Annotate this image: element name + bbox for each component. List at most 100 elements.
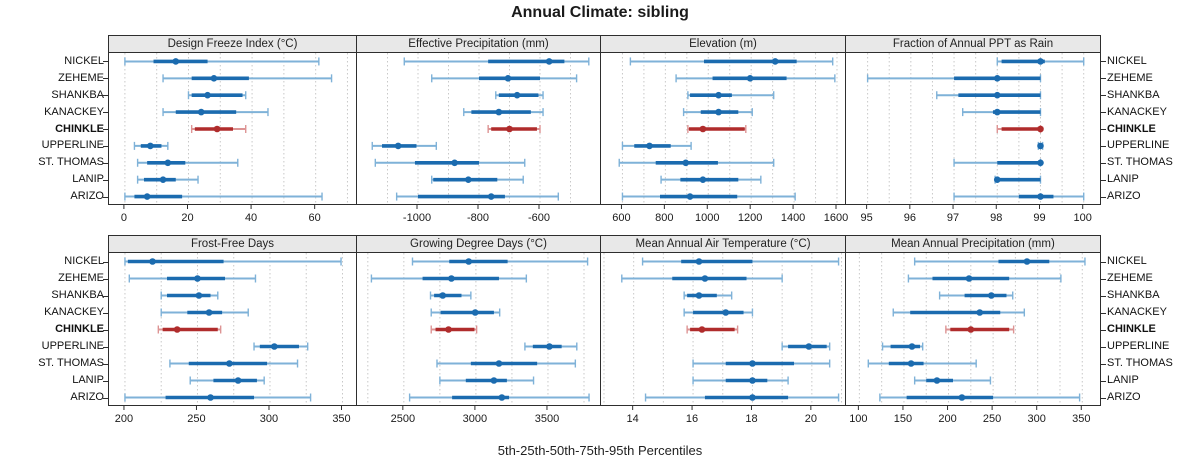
axis-tick-label-growing-degree-days: 3500 (535, 413, 559, 425)
axis-design-freeze-index: 0 20 40 60 (121, 205, 321, 224)
panel-title-mean-annual-air-temperature: Mean Annual Air Temperature (°C) (600, 235, 846, 253)
bar-effective-precipitation-shankba (495, 91, 544, 100)
axis-tick-label-growing-degree-days: 3000 (463, 413, 487, 425)
axis-tick-label-elevation: 1600 (824, 212, 848, 224)
axis-tick-label-mean-annual-air-temperature: 18 (745, 413, 757, 425)
bar-design-freeze-index-nickel (124, 57, 320, 66)
bar-mean-annual-precipitation-nickel (913, 257, 1086, 266)
site-axis-tick (1101, 61, 1106, 63)
site-axis-tick (103, 162, 108, 164)
bar-frost-free-days-kanackey (160, 308, 249, 317)
panel-title-effective-precipitation: Effective Precipitation (mm) (356, 35, 601, 53)
axis-tick-label-elevation: 1200 (738, 212, 762, 224)
bar-frost-free-days-lanip (189, 376, 265, 385)
site-axis-tick (1101, 312, 1106, 314)
axis-tick-label-fraction-ppt-rain: 95 (860, 212, 872, 224)
axis-tick-label-fraction-ppt-rain: 99 (1033, 212, 1045, 224)
site-label-right-chinkle: CHINKLE (1107, 122, 1156, 135)
bar-effective-precipitation-chinkle (487, 125, 541, 133)
axis-growing-degree-days: 2500 3000 3500 (391, 406, 559, 425)
bar-mean-annual-air-temperature-lanip (692, 376, 789, 385)
bar-mean-annual-air-temperature-arizo (644, 393, 840, 402)
bar-fraction-ppt-rain-arizo (953, 192, 1085, 201)
panel-frost-free-days (108, 252, 357, 406)
axis-effective-precipitation: -1000 -800 -600 (403, 205, 550, 224)
site-axis-tick (103, 278, 108, 280)
bar-elevation-arizo (621, 192, 796, 201)
bar-growing-degree-days-chinkle (430, 325, 478, 334)
site-axis-tick (1101, 329, 1106, 331)
panel-title-mean-annual-precipitation: Mean Annual Precipitation (mm) (845, 235, 1101, 253)
bar-mean-annual-precipitation-zeheme (907, 274, 1062, 283)
axis-frost-free-days: 200 250 300 350 (115, 406, 351, 425)
axis-tick-label-growing-degree-days: 2500 (391, 413, 415, 425)
site-label-right-lanip: LANIP (1107, 374, 1139, 386)
site-axis-tick (103, 145, 108, 147)
bar-growing-degree-days-lanip (439, 376, 535, 385)
site-label-left-upperline: UPPERLINE (41, 340, 104, 352)
panel-growing-degree-days (356, 252, 601, 406)
axis-tick-label-mean-annual-precipitation: 150 (894, 413, 912, 425)
axis-tick-label-design-freeze-index: 20 (181, 212, 193, 224)
axis-elevation: 600 800 1000 1200 1400 1600 (612, 205, 848, 224)
site-axis-tick (1101, 295, 1106, 297)
bar-elevation-zeheme (675, 74, 836, 83)
panel-plot-fraction-ppt-rain (866, 53, 1085, 204)
bar-effective-precipitation-upperline (371, 141, 438, 150)
site-axis-tick (103, 346, 108, 348)
site-axis-tick (103, 397, 108, 399)
axis-tick-label-elevation: 1400 (781, 212, 805, 224)
axis-tick-label-mean-annual-air-temperature: 14 (627, 413, 639, 425)
site-label-left-shankba: SHANKBA (51, 88, 104, 101)
axis-tick-label-mean-annual-air-temperature: 16 (686, 413, 698, 425)
bar-mean-annual-precipitation-kanackey (892, 308, 1026, 317)
panel-plot-elevation (618, 53, 838, 204)
bar-elevation-lanip (660, 175, 762, 184)
bar-mean-annual-air-temperature-nickel (641, 257, 840, 266)
chart-title: Annual Climate: sibling (511, 4, 689, 21)
axis-tick-label-frost-free-days: 350 (332, 413, 350, 425)
axis-tick-label-elevation: 600 (612, 212, 630, 224)
site-label-right-zeheme: ZEHEME (1107, 272, 1153, 284)
site-axis-tick (1101, 196, 1106, 198)
bar-fraction-ppt-rain-lanip (993, 175, 1042, 184)
bar-effective-precipitation-lanip (431, 175, 524, 184)
site-label-left-shankba: SHANKBA (51, 289, 104, 301)
site-axis-tick (1101, 145, 1106, 147)
site-label-right-kanackey: KANACKEY (1107, 306, 1167, 318)
panel-mean-annual-precipitation (845, 252, 1101, 406)
bar-frost-free-days-zeheme (128, 274, 257, 283)
axis-tick-label-effective-precipitation: -600 (528, 212, 550, 224)
panel-elevation (600, 52, 846, 205)
bar-effective-precipitation-zeheme (431, 74, 578, 83)
panel-plot-design-freeze-index (124, 53, 348, 204)
axis-tick-label-design-freeze-index: 60 (309, 212, 321, 224)
site-axis-tick (1101, 179, 1106, 181)
bar-mean-annual-air-temperature-zeheme (621, 274, 783, 283)
bar-growing-degree-days-zeheme (370, 274, 528, 283)
site-axis-tick (1101, 380, 1106, 382)
site-axis-tick (103, 112, 108, 114)
site-label-left-zeheme: ZEHEME (58, 272, 104, 284)
panel-plot-mean-annual-precipitation (858, 253, 1086, 405)
site-label-left-upperline: UPPERLINE (41, 139, 104, 152)
bar-growing-degree-days-arizo (408, 393, 590, 402)
axis-tick-label-frost-free-days: 200 (115, 413, 133, 425)
bar-effective-precipitation-arizo (395, 192, 560, 201)
site-axis-tick (1101, 112, 1106, 114)
bar-mean-annual-precipitation-chinkle (945, 325, 1015, 334)
site-label-right-shankba: SHANKBA (1107, 88, 1160, 101)
bar-fraction-ppt-rain-zeheme (866, 74, 1042, 83)
site-label-left-nickel: NICKEL (64, 54, 104, 67)
site-label-left-chinkle: CHINKLE (55, 122, 104, 135)
panel-title-design-freeze-index: Design Freeze Index (°C) (108, 35, 357, 53)
site-axis-tick (103, 129, 108, 130)
bar-design-freeze-index-lanip (136, 175, 199, 184)
site-label-right-chinkle: CHINKLE (1107, 323, 1156, 335)
site-label-left-zeheme: ZEHEME (58, 71, 104, 84)
panel-plot-growing-degree-days (367, 253, 590, 405)
bar-effective-precipitation-st-thomas (374, 158, 526, 167)
site-label-left-lanip: LANIP (72, 374, 104, 386)
bar-fraction-ppt-rain-nickel (996, 57, 1085, 66)
